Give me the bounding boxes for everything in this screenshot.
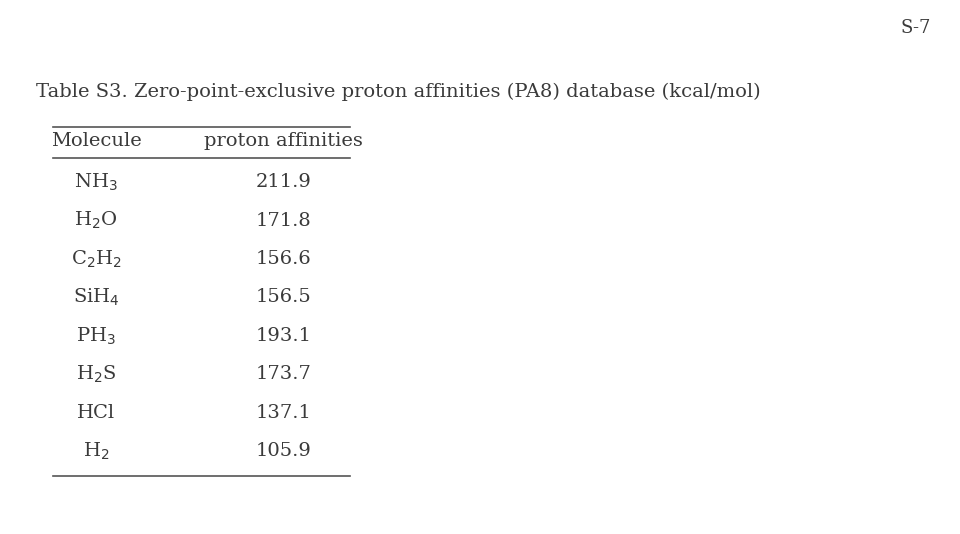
Text: H$_2$: H$_2$: [83, 441, 109, 462]
Text: proton affinities: proton affinities: [204, 131, 363, 150]
Text: 171.8: 171.8: [255, 211, 311, 230]
Text: 173.7: 173.7: [255, 365, 311, 383]
Text: SiH$_4$: SiH$_4$: [73, 287, 119, 308]
Text: C$_2$H$_2$: C$_2$H$_2$: [71, 248, 121, 270]
Text: NH$_3$: NH$_3$: [74, 171, 118, 193]
Text: 156.5: 156.5: [255, 288, 311, 307]
Text: 156.6: 156.6: [255, 250, 311, 268]
Text: 105.9: 105.9: [255, 442, 311, 460]
Text: HCl: HCl: [77, 404, 115, 422]
Text: 211.9: 211.9: [255, 173, 311, 191]
Text: 193.1: 193.1: [255, 327, 311, 345]
Text: S-7: S-7: [900, 19, 931, 37]
Text: 137.1: 137.1: [255, 404, 311, 422]
Text: H$_2$O: H$_2$O: [74, 210, 118, 231]
Text: Molecule: Molecule: [51, 131, 141, 150]
Text: H$_2$S: H$_2$S: [76, 364, 116, 385]
Text: Table S3. Zero-point-exclusive proton affinities (PA8) database (kcal/mol): Table S3. Zero-point-exclusive proton af…: [36, 83, 761, 101]
Text: PH$_3$: PH$_3$: [76, 325, 116, 347]
